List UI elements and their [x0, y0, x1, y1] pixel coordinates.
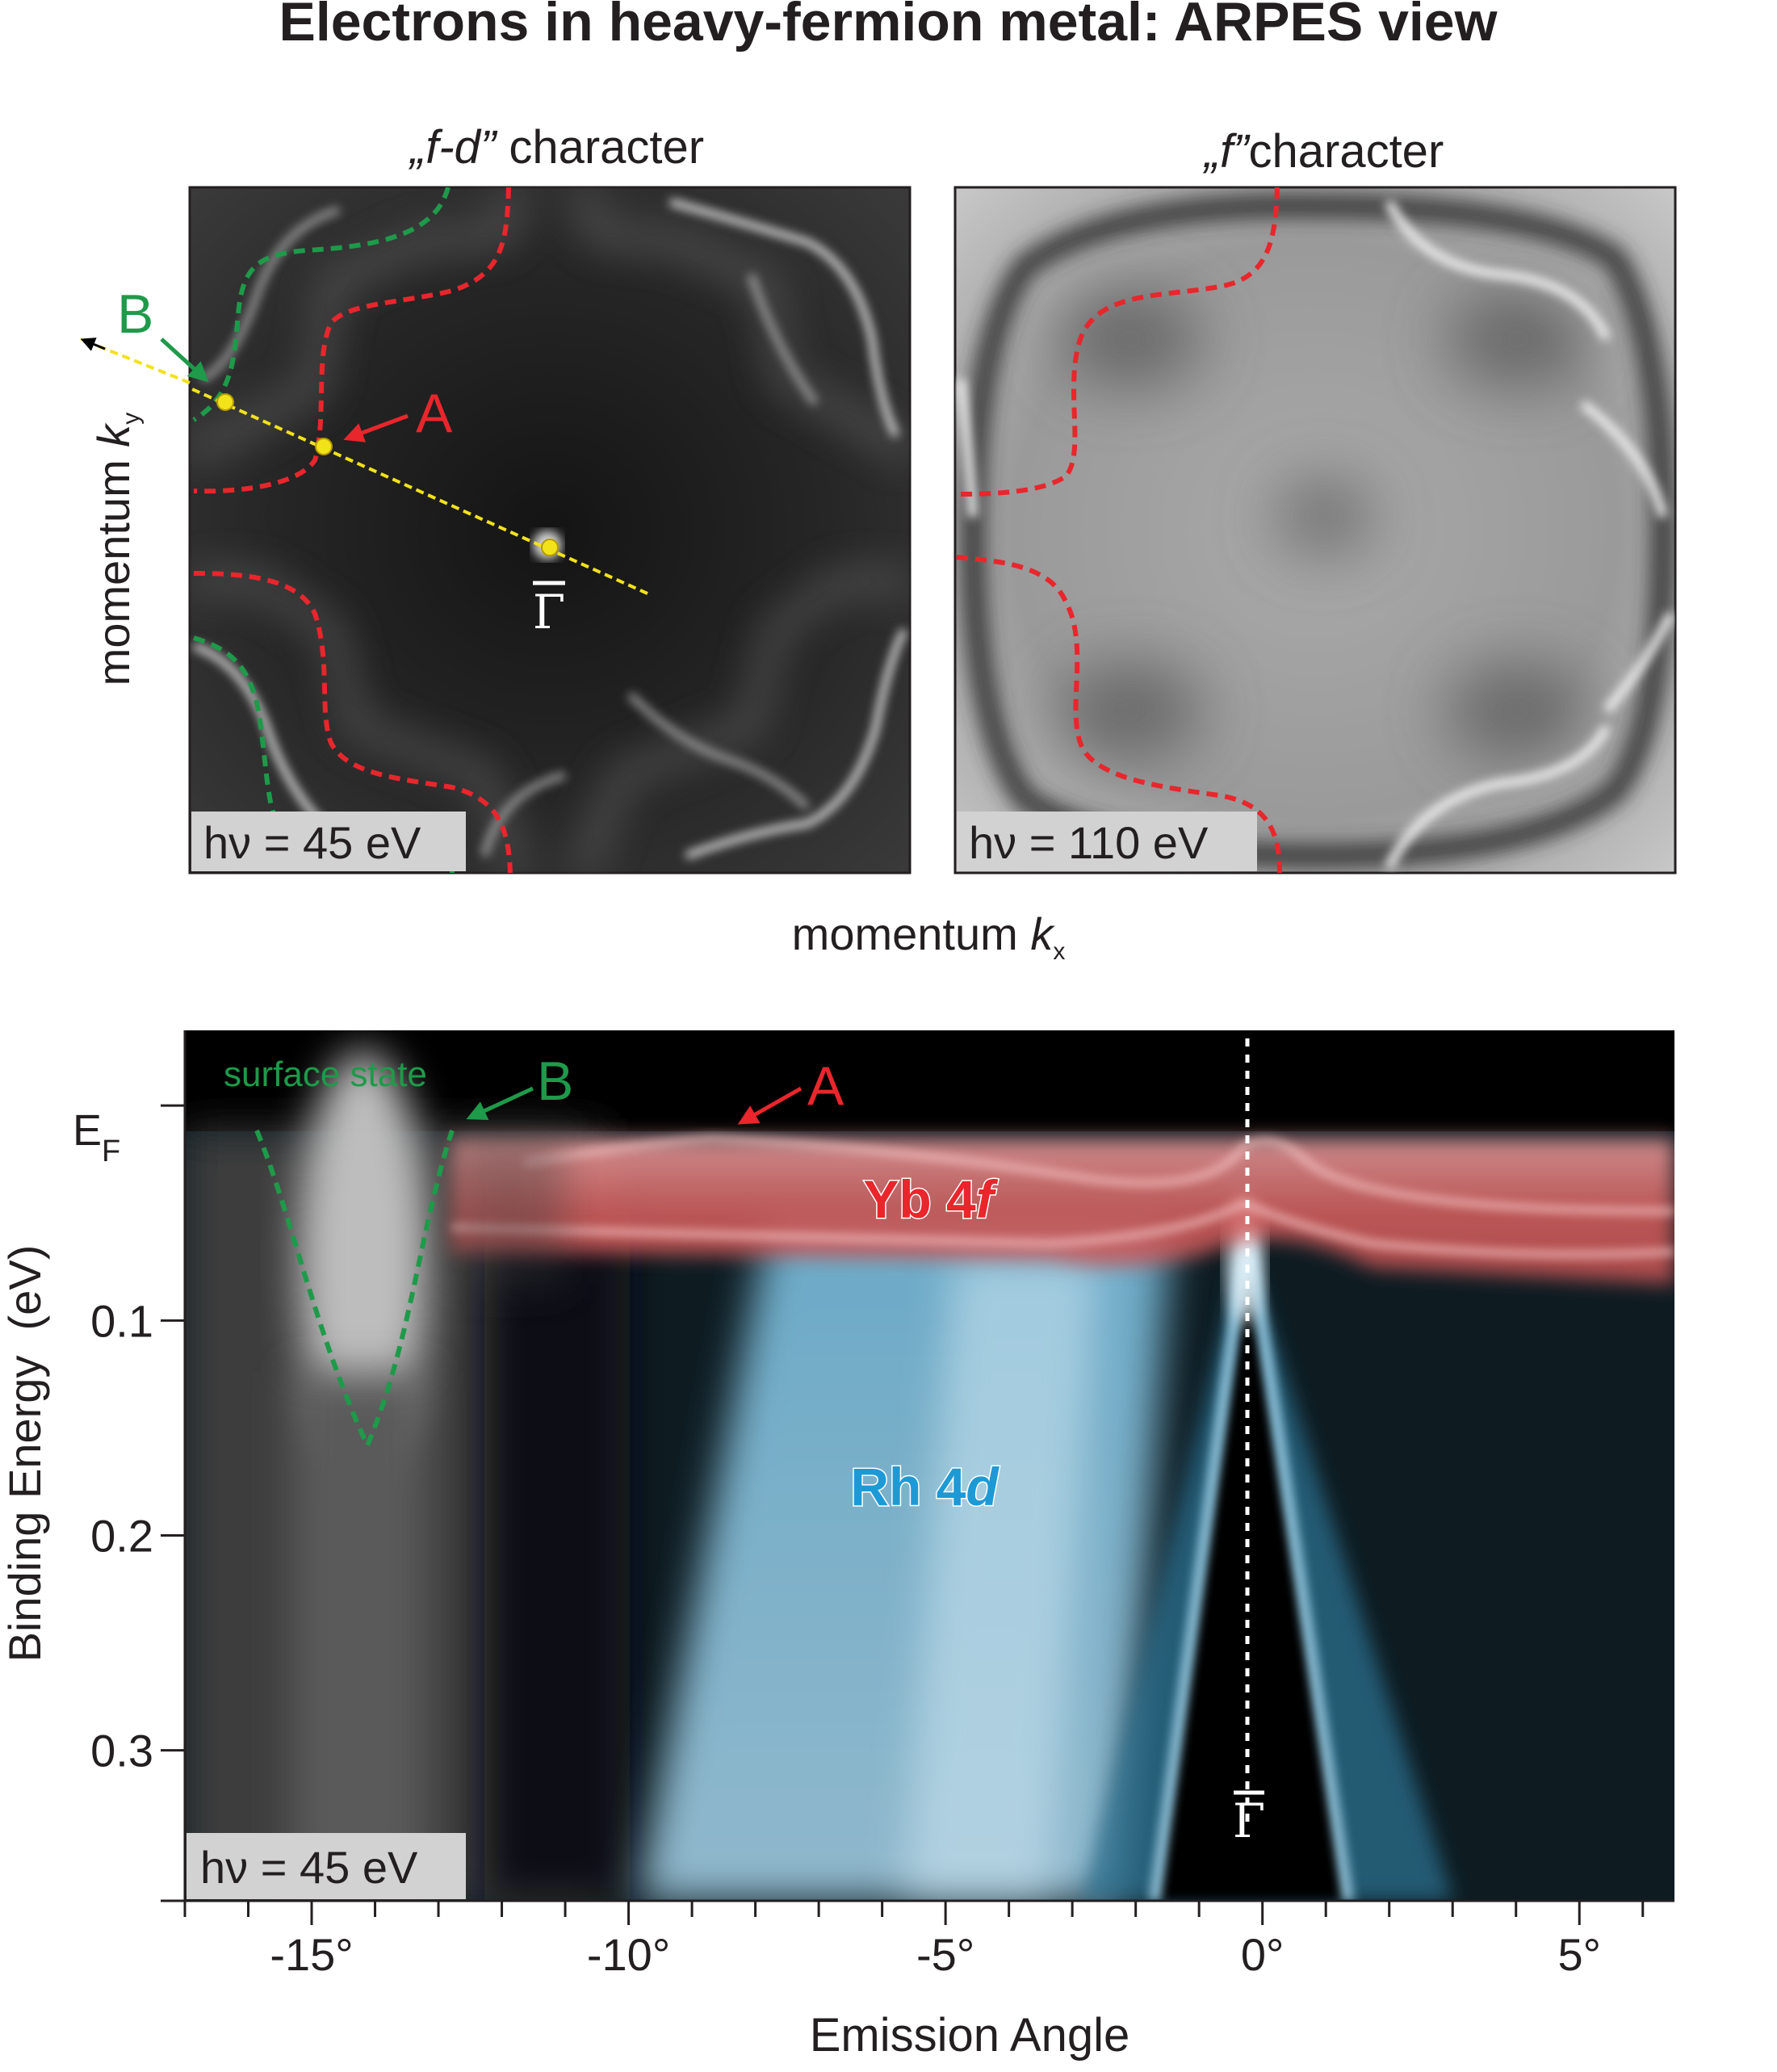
x-tick-label: 5°: [1557, 1929, 1601, 1980]
band-gamma-label: Γ: [1233, 1793, 1265, 1848]
figure-title: Electrons in heavy-fermion metal: ARPES …: [279, 0, 1498, 52]
right-fermi-surface-map: hν = 110 eV: [953, 186, 1677, 875]
yb-4f-label: Yb 4f: [863, 1169, 998, 1229]
band-photon-energy: hν = 45 eV: [200, 1842, 418, 1893]
left-label-A: A: [416, 383, 453, 444]
left-map-caption: „f-d” character: [408, 121, 704, 174]
right-map-caption: „f”character: [1202, 125, 1444, 178]
band-label-B: B: [537, 1051, 573, 1112]
y-tick-label: 0.3: [90, 1726, 153, 1776]
x-tick-label: -15°: [270, 1929, 353, 1980]
left-fermi-surface-map: hν = 45 eV Γ: [188, 186, 912, 875]
x-tick-label: -10°: [587, 1929, 670, 1980]
left-label-B: B: [117, 283, 153, 345]
right-photon-energy: hν = 110 eV: [969, 817, 1209, 868]
y-axis-title: Binding Energy (eV): [0, 1245, 50, 1663]
ky-axis-label: momentum ky: [88, 413, 145, 686]
ef-tick-label: EF: [73, 1106, 120, 1168]
x-tick-label: 0°: [1241, 1929, 1285, 1980]
kx-axis-label: momentum kx: [792, 908, 1066, 965]
x-tick-label: -5°: [916, 1929, 974, 1980]
surface-state-label: surface state: [224, 1055, 427, 1094]
axis-ticks: -15° -10° -5° 0° 5° 0.1 0.2 0.3: [90, 1104, 1645, 1980]
rh-4d-label: Rh 4d: [850, 1457, 1000, 1516]
band-label-A: A: [807, 1055, 844, 1117]
y-tick-label: 0.2: [90, 1511, 153, 1562]
y-tick-label: 0.1: [90, 1295, 153, 1346]
left-photon-energy: hν = 45 eV: [203, 817, 421, 868]
band-dispersion-plot: Yb 4f Rh 4d surface state B A Γ hν = 45 …: [185, 1026, 1691, 1906]
x-axis-title: Emission Angle: [810, 2009, 1130, 2062]
left-gamma-label: Γ: [533, 585, 565, 640]
